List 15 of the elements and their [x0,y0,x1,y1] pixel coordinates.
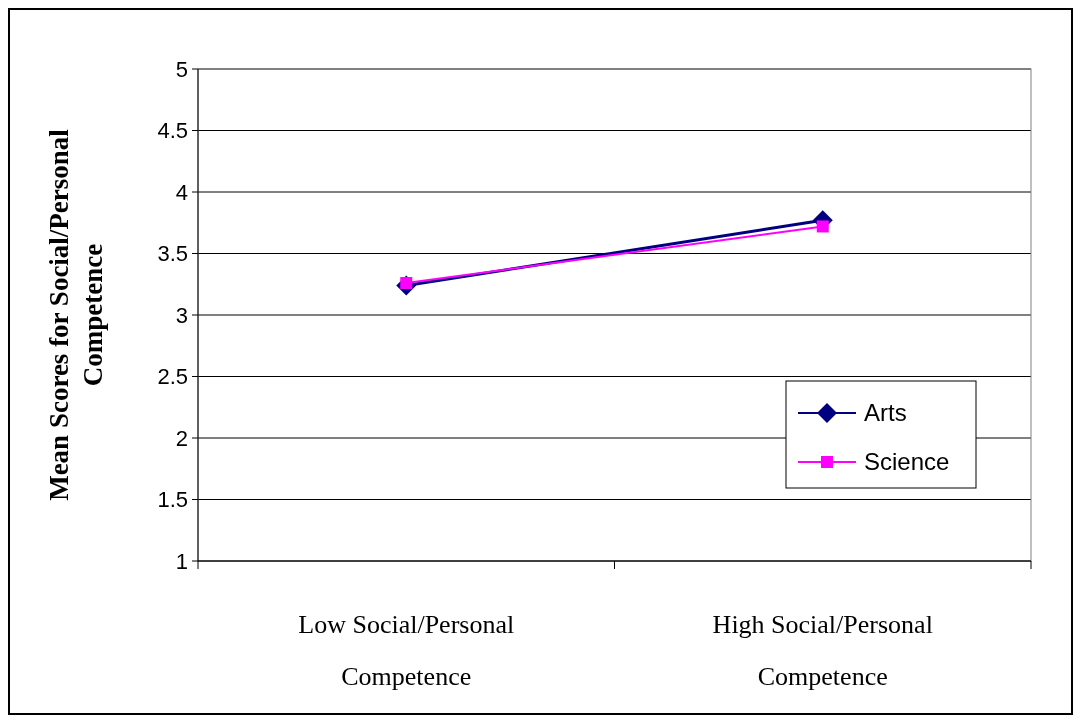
y-tick-label: 1.5 [157,487,188,513]
y-tick-label: 5 [175,56,188,82]
legend-label: Arts [864,399,907,427]
y-tick-label: 3.5 [157,241,188,267]
y-tick-label: 3 [175,302,188,328]
legend-label: Science [864,448,950,476]
y-tick-label: 2.5 [157,364,188,390]
y-tick-label: 4 [175,179,188,205]
y-axis-title: Mean Scores for Social/Personal Competence [44,128,108,501]
x-tick-label: Low Social/Personal Competence [298,610,515,691]
y-tick-label: 4.5 [157,118,188,144]
y-tick-label: 1 [175,548,188,574]
y-tick-label: 2 [175,425,188,451]
point [816,220,829,233]
x-tick-label: High Social/Personal Competence [712,610,933,691]
